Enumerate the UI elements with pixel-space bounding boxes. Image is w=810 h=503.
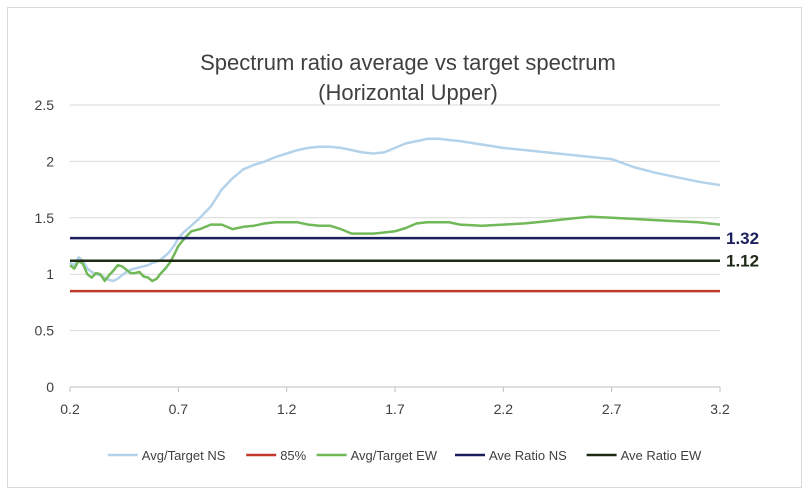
y-tick-label: 2.5 (35, 97, 55, 113)
legend-label: Avg/Target EW (351, 448, 438, 463)
x-axis-ticks: 0.2 0.7 1.2 1.7 2.2 2.7 3.2 (60, 387, 730, 417)
y-tick-label: 1 (46, 266, 54, 282)
y-tick-label: 0.5 (35, 323, 55, 339)
y-tick-label: 0 (46, 379, 54, 395)
legend-label: Avg/Target NS (142, 448, 226, 463)
value-annotation: 1.12 (726, 252, 759, 271)
value-annotations: 1.32 1.12 (726, 229, 759, 271)
x-tick-label: 0.7 (169, 401, 189, 417)
value-annotation: 1.32 (726, 229, 759, 248)
legend-label: Ave Ratio NS (489, 448, 567, 463)
legend-label: Ave Ratio EW (621, 448, 702, 463)
chart-frame (7, 7, 802, 488)
series-lines (69, 137, 721, 293)
legend: Avg/Target NS 85% Avg/Target EW Ave Ratio N… (107, 448, 702, 463)
chart-title-line2: (Horizontal Upper) (318, 80, 498, 105)
x-tick-label: 3.2 (710, 401, 730, 417)
x-tick-label: 2.2 (494, 401, 514, 417)
chart-title-line1: Spectrum ratio average vs target spectru… (200, 50, 616, 75)
x-tick-label: 0.2 (60, 401, 80, 417)
x-tick-label: 2.7 (602, 401, 622, 417)
x-tick-label: 1.2 (277, 401, 297, 417)
y-axis-ticks: 0 0.5 1 1.5 2 2.5 (35, 97, 55, 395)
series-line-avg-target-ns (69, 137, 721, 283)
series-line-avg-target-ew (69, 215, 721, 283)
y-tick-label: 1.5 (35, 210, 55, 226)
y-tick-label: 2 (46, 153, 54, 169)
x-tick-label: 1.7 (385, 401, 405, 417)
legend-label: 85% (280, 448, 306, 463)
